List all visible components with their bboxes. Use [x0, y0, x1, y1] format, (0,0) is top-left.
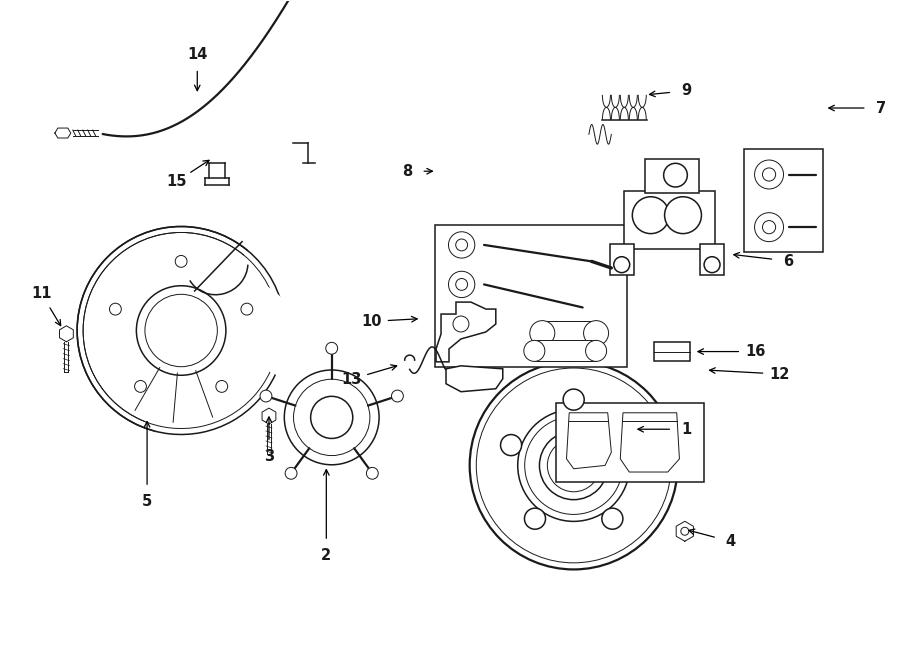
Circle shape [216, 381, 228, 393]
Circle shape [77, 227, 285, 434]
Polygon shape [446, 366, 503, 392]
Polygon shape [566, 412, 611, 469]
Circle shape [530, 321, 554, 346]
Bar [435, 225, 627, 367]
Text: 15: 15 [166, 174, 187, 189]
Circle shape [284, 370, 379, 465]
Circle shape [762, 221, 776, 234]
Polygon shape [55, 128, 71, 138]
Circle shape [137, 286, 226, 375]
Bar [610, 244, 634, 275]
Circle shape [614, 256, 630, 272]
Text: 2: 2 [321, 547, 331, 563]
Bar [543, 321, 596, 346]
Circle shape [310, 397, 353, 438]
Circle shape [704, 256, 720, 272]
Text: 3: 3 [264, 449, 274, 464]
Circle shape [453, 316, 469, 332]
Circle shape [602, 508, 623, 529]
Polygon shape [436, 302, 496, 362]
Circle shape [626, 434, 647, 455]
Circle shape [135, 381, 147, 393]
Text: 4: 4 [725, 534, 735, 549]
Bar [645, 159, 699, 193]
Polygon shape [59, 326, 73, 342]
Circle shape [762, 168, 776, 181]
Circle shape [563, 389, 584, 410]
Text: 9: 9 [681, 83, 691, 98]
Text: 13: 13 [341, 371, 362, 387]
Text: 1: 1 [681, 422, 691, 437]
Circle shape [125, 271, 309, 455]
Circle shape [110, 303, 122, 315]
Circle shape [754, 160, 784, 189]
Text: 16: 16 [745, 344, 765, 359]
Circle shape [448, 232, 475, 258]
Circle shape [241, 303, 253, 315]
Circle shape [176, 255, 187, 267]
Text: 14: 14 [187, 47, 208, 62]
Polygon shape [676, 522, 693, 541]
Bar [654, 342, 690, 361]
Circle shape [524, 340, 544, 362]
Polygon shape [620, 412, 680, 472]
Text: 8: 8 [402, 164, 412, 178]
Circle shape [754, 213, 784, 242]
Bar [700, 244, 724, 275]
Text: 6: 6 [783, 254, 793, 268]
Circle shape [633, 197, 670, 233]
Circle shape [455, 278, 468, 290]
Circle shape [326, 342, 338, 354]
Text: 5: 5 [142, 494, 152, 508]
Text: 12: 12 [770, 367, 789, 381]
Circle shape [539, 431, 608, 500]
Circle shape [260, 390, 272, 402]
Circle shape [366, 467, 378, 479]
Circle shape [455, 239, 468, 251]
Circle shape [392, 390, 403, 402]
Circle shape [285, 467, 297, 479]
Circle shape [448, 271, 475, 297]
Circle shape [500, 434, 522, 455]
Bar [744, 149, 823, 252]
Circle shape [664, 197, 701, 233]
Circle shape [586, 340, 607, 362]
Circle shape [680, 527, 688, 535]
Text: 7: 7 [876, 100, 886, 116]
Text: 11: 11 [31, 286, 51, 301]
Bar [624, 191, 716, 249]
Text: 10: 10 [361, 314, 382, 329]
Circle shape [663, 163, 688, 187]
Circle shape [583, 321, 608, 346]
Bar [535, 340, 596, 362]
Bar [556, 403, 704, 482]
Polygon shape [262, 408, 276, 424]
Circle shape [525, 508, 545, 529]
